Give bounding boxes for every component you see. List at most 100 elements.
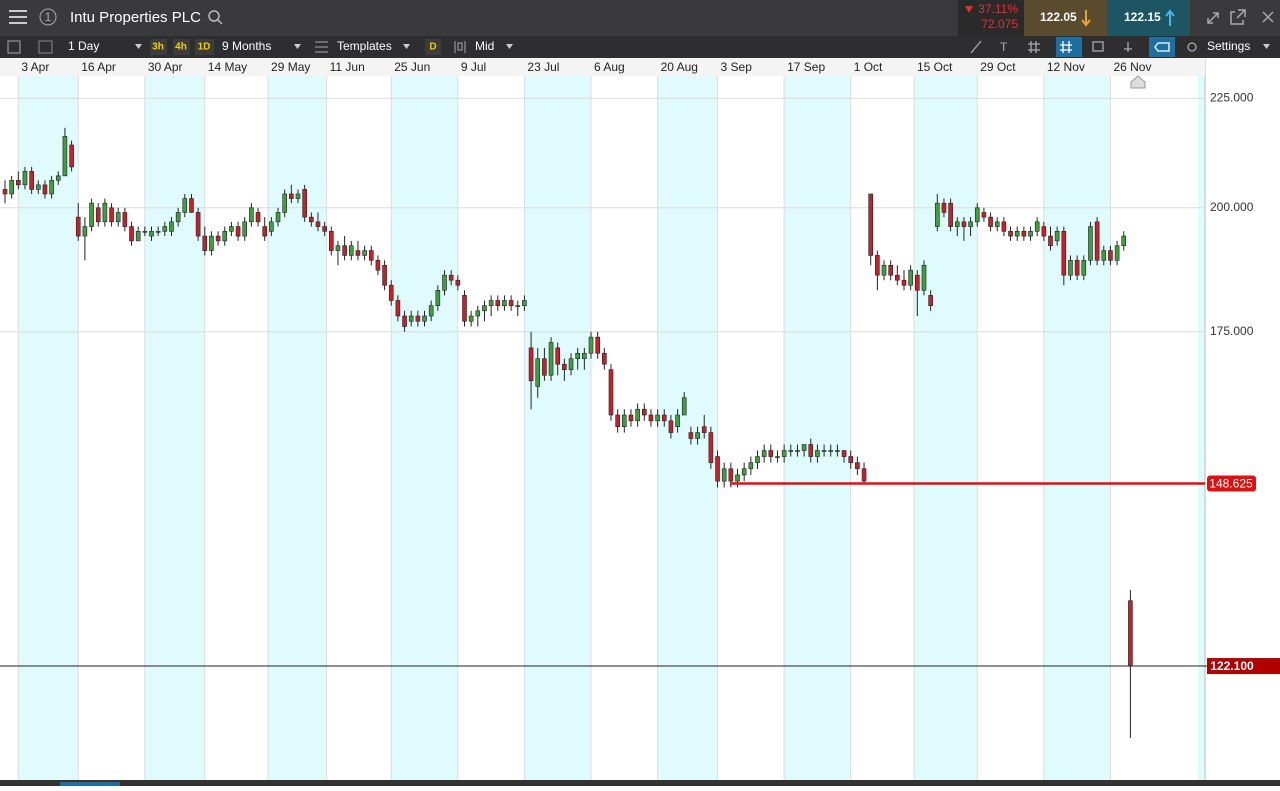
candle-body <box>49 180 54 195</box>
info-icon[interactable] <box>39 8 57 26</box>
candle-body <box>488 300 494 306</box>
shade <box>784 76 851 780</box>
layout-icon[interactable] <box>38 40 53 54</box>
candle-body <box>462 295 467 322</box>
candle-body <box>508 300 514 306</box>
candle-body <box>615 414 620 427</box>
quick-interval[interactable]: 3h <box>152 42 164 53</box>
quick-interval[interactable]: 4h <box>175 42 187 53</box>
candle-body <box>289 193 294 199</box>
candle-body <box>861 468 867 482</box>
layers-tool[interactable] <box>1092 41 1104 52</box>
candle-body <box>22 171 28 186</box>
candle-body <box>382 264 387 286</box>
level-label: 122.100 <box>1210 659 1254 673</box>
d-button[interactable]: D <box>429 42 436 53</box>
sell-button[interactable] <box>1024 0 1107 36</box>
shade <box>268 76 327 780</box>
x-tick-label: 11 Jun <box>330 60 365 74</box>
candle-body <box>295 193 301 199</box>
candle-body <box>988 216 993 227</box>
templates-menu[interactable]: Templates <box>337 39 392 53</box>
candle-body <box>388 284 394 301</box>
candle-body <box>115 212 121 223</box>
grid-tool[interactable] <box>1028 41 1040 53</box>
x-tick-label: 1 Oct <box>854 60 883 74</box>
candle-body <box>661 414 667 422</box>
candle-body <box>202 235 208 251</box>
label-tool-active[interactable] <box>1149 37 1175 57</box>
candle-body <box>535 358 541 387</box>
indicator-tool[interactable] <box>1124 42 1132 52</box>
list-icon[interactable] <box>7 40 21 54</box>
candle-body <box>921 264 927 291</box>
candle-body <box>735 474 740 482</box>
candle-body <box>628 414 634 422</box>
candle-body <box>888 264 893 276</box>
interval-select[interactable]: 1 Day <box>68 39 99 53</box>
settings-menu[interactable]: Settings <box>1207 39 1250 53</box>
candle-body <box>855 462 860 470</box>
range-select[interactable]: 9 Months <box>222 39 271 53</box>
candle-body <box>395 300 401 317</box>
candle-body <box>309 216 314 223</box>
candle-body <box>1074 260 1080 276</box>
candle-body <box>555 347 561 365</box>
price-type-select[interactable]: Mid <box>475 39 494 53</box>
candle-body <box>82 226 88 237</box>
search-icon[interactable] <box>208 10 223 25</box>
candle-body <box>129 226 134 242</box>
candle-body <box>575 352 580 360</box>
y-tick-label: 200.000 <box>1210 200 1254 214</box>
candle-body <box>502 300 507 306</box>
candle-body <box>981 212 987 218</box>
x-tick-label: 30 Apr <box>148 60 183 74</box>
text-tool[interactable]: T <box>1000 40 1008 54</box>
x-tick-label: 20 Aug <box>661 60 698 74</box>
candle-body <box>775 456 780 458</box>
candle-body <box>175 212 181 223</box>
close-icon[interactable] <box>1262 11 1274 23</box>
chip <box>173 39 190 55</box>
candle-body <box>135 231 141 242</box>
candle-body <box>1001 221 1007 232</box>
quick-interval[interactable]: 1D <box>198 42 211 53</box>
buy-button[interactable] <box>1107 0 1190 36</box>
candle-body <box>901 279 907 286</box>
x-tick-label: 14 May <box>208 60 247 74</box>
sell-arrow <box>1081 10 1091 27</box>
candle-body <box>568 358 574 371</box>
candle-body <box>954 221 960 227</box>
candle-body <box>761 450 767 457</box>
x-tick-label: 3 Apr <box>21 60 49 74</box>
menu-icon[interactable] <box>9 10 27 24</box>
candle-body <box>322 226 327 232</box>
chip <box>150 39 167 55</box>
shade <box>1043 76 1111 780</box>
candle-body <box>435 289 441 306</box>
candle-body <box>29 171 34 190</box>
candle-body <box>961 221 967 227</box>
candle-body <box>608 369 614 416</box>
candle-body <box>282 193 287 213</box>
candle-body <box>941 202 947 213</box>
candle-body <box>428 305 434 317</box>
candle-body <box>748 462 754 470</box>
x-tick-label: 26 Nov <box>1113 60 1151 74</box>
candle-body <box>808 444 814 457</box>
collapse-icon[interactable] <box>1207 12 1219 24</box>
candle-body <box>89 202 94 227</box>
y-tick-label: 175.000 <box>1210 324 1254 338</box>
candle-body <box>602 352 607 365</box>
x-tick-label: 17 Sep <box>787 60 825 74</box>
settings-icon[interactable] <box>1187 42 1197 52</box>
candle-body <box>162 226 168 232</box>
candle-body <box>169 221 174 232</box>
scroll-marker[interactable] <box>1130 75 1146 89</box>
draw-line-tool[interactable] <box>970 40 982 54</box>
candle-body <box>362 250 367 256</box>
candle-body <box>62 136 68 177</box>
popout-icon[interactable] <box>1230 9 1246 25</box>
candle-body <box>595 336 600 354</box>
candle-body <box>422 315 427 322</box>
